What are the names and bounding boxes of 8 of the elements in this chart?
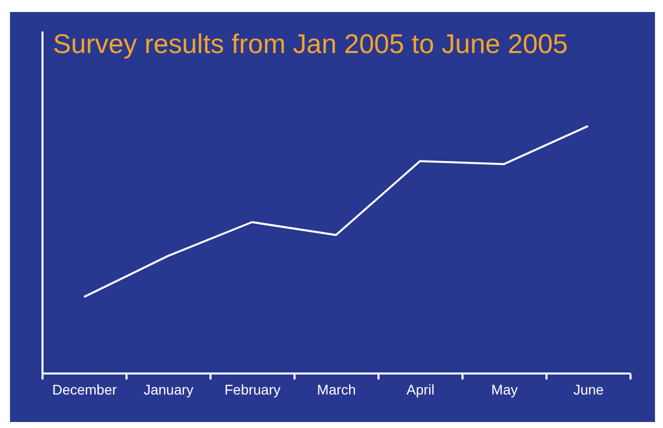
chart-title: Survey results from Jan 2005 to June 2005	[53, 29, 568, 59]
x-tick-label: February	[224, 382, 281, 398]
x-tick-label: March	[317, 382, 356, 398]
x-tick-label: April	[406, 382, 435, 398]
x-tick-label: December	[52, 382, 118, 398]
x-tick-label: June	[573, 382, 604, 398]
x-tick-label: May	[491, 382, 518, 398]
x-tick-label: January	[144, 382, 194, 398]
